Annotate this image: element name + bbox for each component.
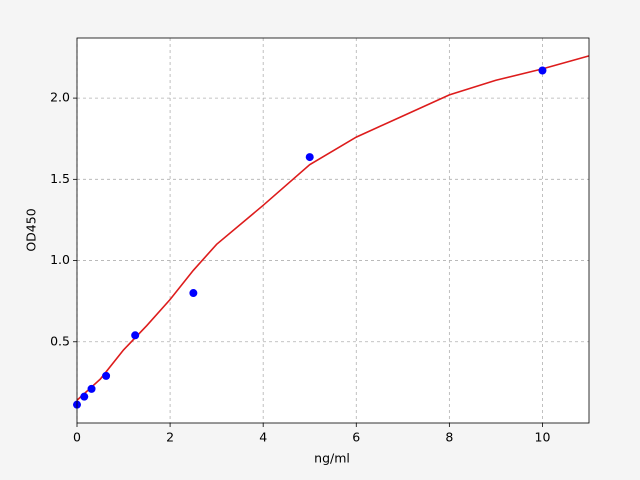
data-point [87,384,96,393]
x-tick-label: 0 [73,430,81,445]
data-point [131,331,140,340]
y-tick-label: 1.0 [50,252,70,267]
y-tick-label: 1.5 [50,171,70,186]
x-tick-label: 8 [445,430,453,445]
data-point [102,371,111,380]
data-point [538,66,547,75]
axes-frame [76,37,590,424]
x-tick-label: 10 [535,430,551,445]
data-point [305,153,314,162]
plot-area [77,38,589,423]
y-tick-label: 0.5 [50,333,70,348]
fit-curve [76,55,590,401]
y-axis-label: OD450 [24,208,39,251]
data-point [189,289,198,298]
y-tick-label: 2.0 [50,90,70,105]
x-axis-label: ng/ml [314,451,350,466]
data-point [80,392,89,401]
x-tick-label: 6 [352,430,360,445]
x-tick-label: 2 [166,430,174,445]
x-tick-label: 4 [259,430,267,445]
